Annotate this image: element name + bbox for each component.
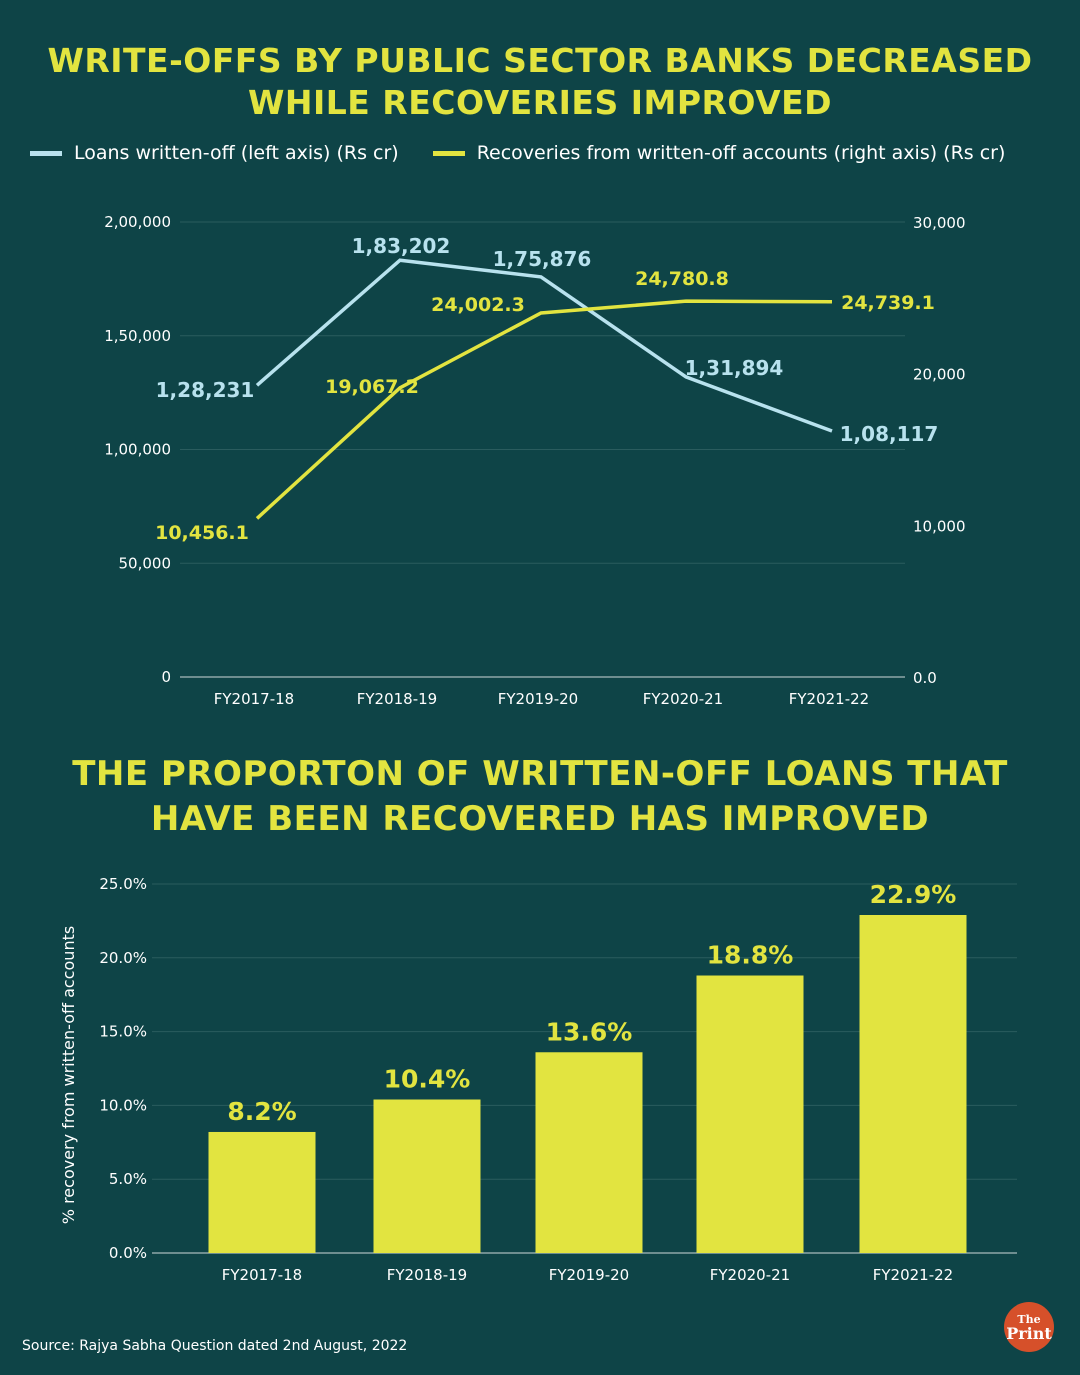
loans-data-label: 1,83,202 [352, 234, 451, 258]
source-note: Source: Rajya Sabha Question dated 2nd A… [22, 1338, 408, 1354]
left-tick-label: 1,50,000 [104, 327, 171, 345]
loans-data-label: 1,28,231 [156, 378, 255, 402]
legend: Loans written-off (left axis) (Rs cr) Re… [30, 142, 1005, 164]
x-tick-label: FY2019-20 [549, 1266, 629, 1284]
bar [208, 1131, 316, 1253]
y-axis-title: % recovery from written-off accounts [59, 926, 78, 1224]
legend-swatch-loans [30, 150, 62, 156]
x-tick-label: FY2019-20 [498, 690, 578, 708]
legend-label-loans: Loans written-off (left axis) (Rs cr) [74, 142, 399, 164]
theprint-logo: The Print [1004, 1302, 1054, 1352]
title-line-1: WRITE-OFFS BY PUBLIC SECTOR BANKS DECREA… [47, 41, 1033, 80]
x-tick-label: FY2018-19 [357, 690, 437, 708]
right-tick-label: 30,000 [913, 214, 966, 232]
x-tick-label: FY2018-19 [387, 1266, 467, 1284]
loans-data-label: 1,75,876 [493, 247, 592, 271]
x-tick-label: FY2021-22 [789, 690, 869, 708]
y-tick-label: 15.0% [99, 1023, 147, 1041]
left-tick-label: 1,00,000 [104, 441, 171, 459]
loans-data-label: 1,08,117 [840, 422, 939, 446]
bar [696, 975, 804, 1253]
y-tick-label: 25.0% [99, 875, 147, 893]
x-tick-label: FY2017-18 [222, 1266, 302, 1284]
left-tick-label: 2,00,000 [104, 213, 171, 231]
bar-data-label: 10.4% [384, 1064, 471, 1093]
title-line-2: HAVE BEEN RECOVERED HAS IMPROVED [150, 799, 930, 839]
y-tick-label: 10.0% [99, 1096, 147, 1114]
bar-data-label: 8.2% [227, 1097, 296, 1126]
title-line-2: WHILE RECOVERIES IMPROVED [247, 83, 833, 122]
left-tick-label: 0 [161, 668, 171, 686]
x-tick-label: FY2017-18 [214, 690, 294, 708]
right-tick-label: 10,000 [913, 517, 966, 535]
recoveries-data-label: 10,456.1 [155, 522, 249, 544]
bar-data-label: 13.6% [546, 1017, 633, 1046]
legend-recoveries: Recoveries from written-off accounts (ri… [432, 142, 1006, 164]
x-tick-label: FY2020-21 [643, 690, 723, 708]
recoveries-data-label: 24,002.3 [431, 294, 525, 316]
right-tick-label: 0.0 [913, 669, 937, 687]
title-line-1: THE PROPORTON OF WRITTEN-OFF LOANS THAT [72, 754, 1008, 794]
bar [373, 1099, 481, 1253]
bar-data-label: 22.9% [870, 880, 957, 909]
bar [859, 914, 967, 1253]
x-tick-label: FY2020-21 [710, 1266, 790, 1284]
bar-chart-title: THE PROPORTON OF WRITTEN-OFF LOANS THAT … [0, 752, 1080, 842]
y-tick-label: 5.0% [109, 1170, 147, 1188]
left-tick-label: 50,000 [119, 554, 172, 572]
recoveries-line [255, 299, 833, 520]
legend-label-recoveries: Recoveries from written-off accounts (ri… [476, 142, 1006, 164]
x-tick-label: FY2021-22 [873, 1266, 953, 1284]
loans-data-label: 1,31,894 [685, 356, 784, 380]
legend-swatch-recoveries [432, 150, 465, 156]
bar [535, 1052, 643, 1253]
recoveries-data-label: 24,780.8 [635, 268, 729, 290]
recoveries-data-label: 24,739.1 [841, 292, 935, 314]
y-tick-label: 20.0% [99, 949, 147, 967]
legend-loans: Loans written-off (left axis) (Rs cr) [30, 142, 399, 164]
bar-data-label: 18.8% [707, 941, 794, 970]
recoveries-data-label: 19,067.2 [325, 376, 419, 398]
line-chart-title: WRITE-OFFS BY PUBLIC SECTOR BANKS DECREA… [0, 40, 1080, 124]
right-tick-label: 20,000 [913, 366, 966, 384]
y-tick-label: 0.0% [109, 1244, 147, 1262]
loans-line [255, 258, 833, 433]
